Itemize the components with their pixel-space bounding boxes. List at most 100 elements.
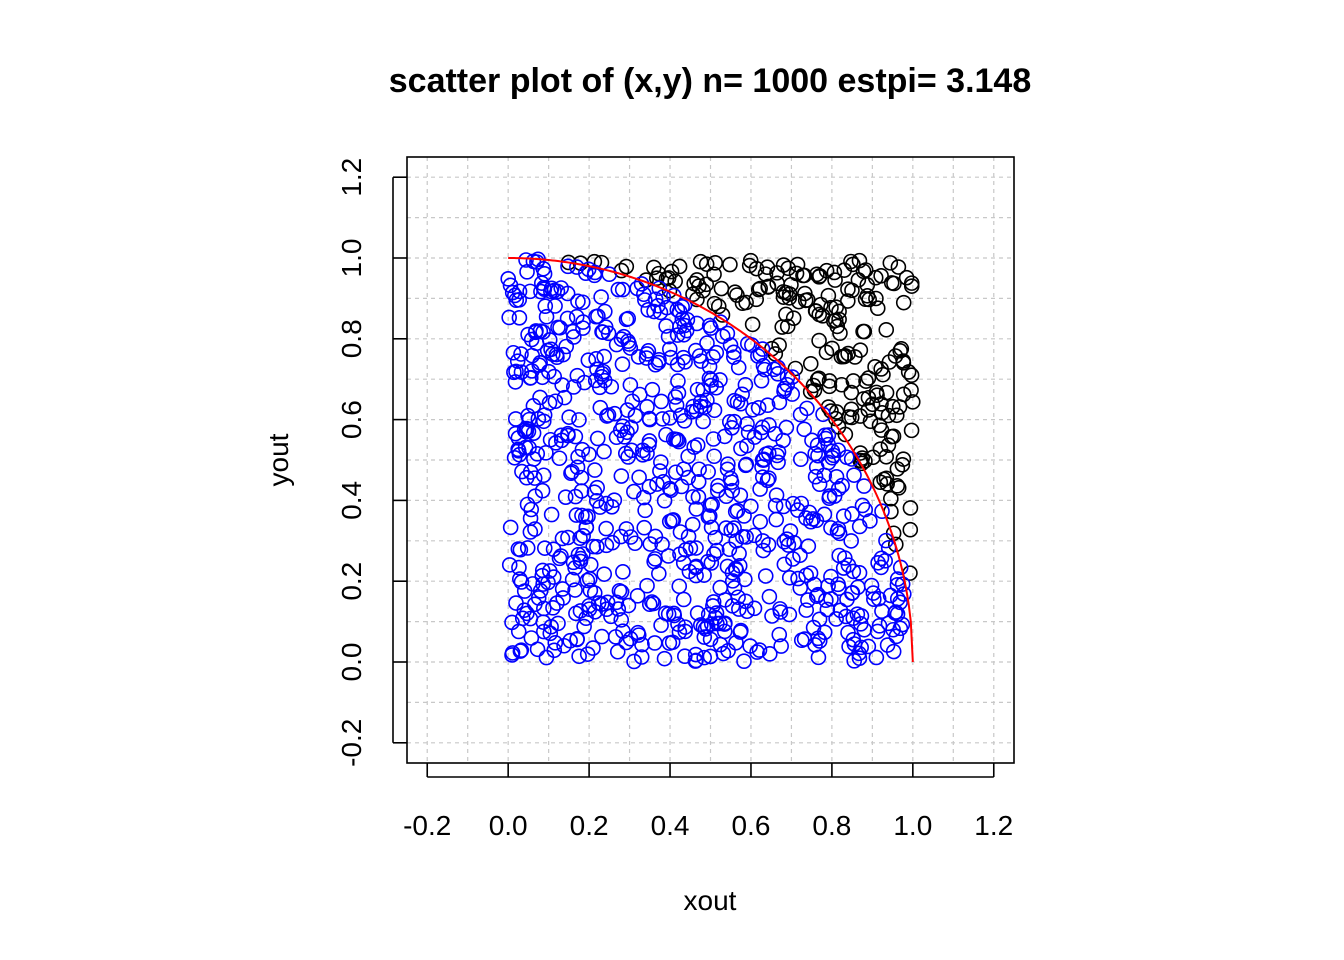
point-inside: [649, 476, 665, 492]
point-inside: [567, 559, 583, 576]
point-inside: [721, 414, 738, 430]
point-outside: [904, 394, 921, 410]
point-inside: [513, 642, 530, 658]
point-inside: [511, 283, 528, 300]
point-inside: [585, 538, 602, 555]
point-inside: [661, 341, 678, 357]
point-inside: [823, 568, 839, 585]
point-inside: [755, 533, 771, 549]
y-axis-label: yout: [263, 433, 294, 486]
point-outside: [771, 337, 787, 353]
point-inside: [868, 649, 885, 666]
point-outside: [883, 428, 900, 445]
point-inside: [878, 532, 894, 549]
point-inside: [557, 489, 574, 505]
y-tick-label: 0.8: [336, 319, 367, 358]
point-inside: [615, 564, 631, 580]
point-inside: [668, 431, 684, 448]
point-outside: [814, 308, 831, 324]
y-tick-label: 0.2: [336, 562, 367, 601]
point-inside: [634, 636, 650, 653]
point-inside: [639, 399, 655, 415]
point-outside: [856, 323, 873, 340]
point-inside: [620, 333, 636, 350]
point-outside: [879, 476, 895, 492]
point-inside: [551, 450, 568, 467]
point-inside: [823, 591, 839, 607]
point-inside: [524, 576, 541, 592]
point-inside: [501, 557, 518, 573]
point-inside: [501, 309, 517, 326]
point-outside: [857, 291, 874, 308]
point-outside: [748, 260, 765, 277]
point-inside: [708, 344, 725, 361]
y-axis: -0.2 0.0 0.2 0.4 0.6 0.8 1.0 1.2: [336, 158, 407, 767]
point-inside: [663, 349, 679, 366]
point-inside: [624, 393, 641, 410]
point-outside: [891, 399, 908, 415]
point-inside: [776, 556, 793, 573]
point-inside: [760, 445, 777, 462]
point-inside: [589, 361, 605, 378]
point-outside: [864, 396, 881, 413]
x-tick-label: 1.0: [893, 810, 932, 841]
point-inside: [555, 346, 571, 363]
point-inside: [736, 653, 752, 669]
point-inside: [696, 629, 713, 645]
point-inside: [511, 292, 528, 308]
point-inside: [759, 397, 776, 413]
point-inside: [510, 541, 527, 557]
point-inside: [751, 642, 768, 658]
point-inside: [720, 456, 736, 473]
point-inside: [506, 287, 523, 304]
point-inside: [745, 401, 761, 418]
point-inside: [680, 528, 697, 545]
point-inside: [569, 631, 585, 648]
point-outside: [831, 303, 847, 320]
point-inside: [658, 318, 674, 334]
point-outside: [722, 256, 738, 273]
point-inside: [603, 608, 619, 625]
point-inside: [579, 646, 596, 662]
point-outside: [892, 343, 908, 359]
point-inside: [661, 513, 678, 530]
point-inside: [611, 582, 628, 599]
point-inside: [635, 489, 652, 506]
point-outside: [821, 373, 838, 389]
point-inside: [606, 405, 623, 422]
point-inside: [771, 626, 788, 643]
point-inside: [521, 440, 537, 456]
point-inside: [844, 506, 860, 522]
point-inside: [688, 402, 705, 419]
point-inside: [556, 389, 573, 406]
point-outside: [878, 321, 895, 338]
point-inside: [598, 520, 614, 537]
x-tick-label: 1.2: [974, 810, 1013, 841]
point-outside: [860, 370, 877, 386]
point-inside: [811, 633, 828, 649]
point-inside: [739, 416, 755, 432]
point-inside: [753, 372, 770, 389]
point-inside: [581, 597, 597, 614]
point-outside: [869, 300, 886, 317]
point-inside: [671, 624, 688, 640]
point-inside: [828, 468, 845, 485]
point-inside: [513, 574, 530, 590]
point-outside: [845, 373, 862, 389]
point-inside: [792, 451, 809, 468]
point-inside: [691, 461, 707, 478]
point-inside: [670, 373, 686, 389]
point-outside: [811, 269, 827, 285]
point-inside: [511, 310, 528, 326]
point-outside: [788, 265, 805, 282]
point-inside: [830, 520, 847, 537]
point-inside: [811, 476, 828, 493]
point-inside: [581, 446, 597, 463]
point-inside: [568, 605, 584, 622]
point-outside: [775, 284, 792, 300]
point-inside: [761, 646, 778, 662]
point-inside: [666, 605, 682, 622]
point-inside: [565, 379, 582, 395]
point-inside: [618, 634, 635, 651]
